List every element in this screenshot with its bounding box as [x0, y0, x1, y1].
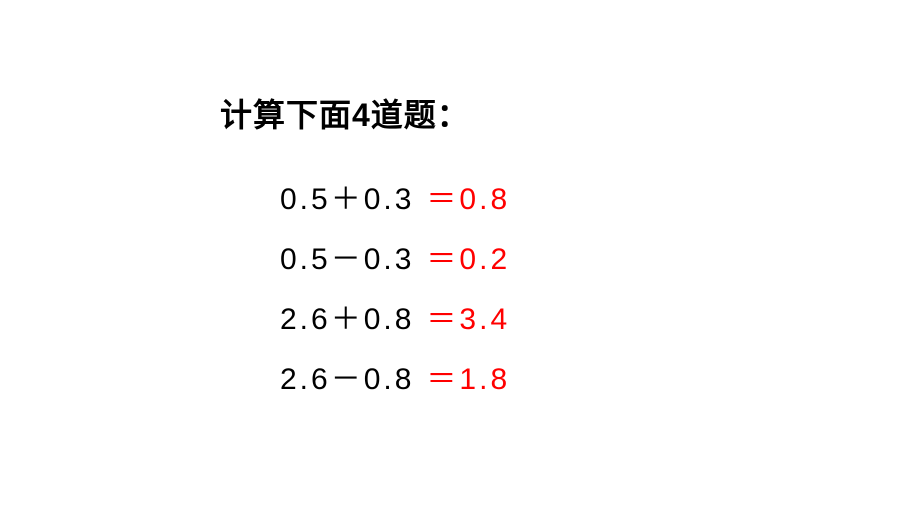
problem-row: 0.5－0.3 ＝0.2 — [280, 234, 510, 278]
worksheet-container: 计算下面4道题： 0.5＋0.3 ＝0.8 0.5－0.3 ＝0.2 2.6＋0… — [220, 90, 510, 414]
answer-text: ＝1.8 — [426, 354, 510, 398]
problem-row: 2.6－0.8 ＝1.8 — [280, 354, 510, 398]
problem-row: 2.6＋0.8 ＝3.4 — [280, 294, 510, 338]
answer-text: ＝3.4 — [426, 294, 510, 338]
answer-text: ＝0.2 — [426, 234, 510, 278]
expression-text: 2.6＋0.8 — [280, 294, 414, 338]
problems-list: 0.5＋0.3 ＝0.8 0.5－0.3 ＝0.2 2.6＋0.8 ＝3.4 2… — [280, 174, 510, 398]
expression-text: 2.6－0.8 — [280, 354, 414, 398]
answer-text: ＝0.8 — [426, 174, 510, 218]
expression-text: 0.5－0.3 — [280, 234, 414, 278]
worksheet-title: 计算下面4道题： — [220, 90, 510, 136]
expression-text: 0.5＋0.3 — [280, 174, 414, 218]
problem-row: 0.5＋0.3 ＝0.8 — [280, 174, 510, 218]
